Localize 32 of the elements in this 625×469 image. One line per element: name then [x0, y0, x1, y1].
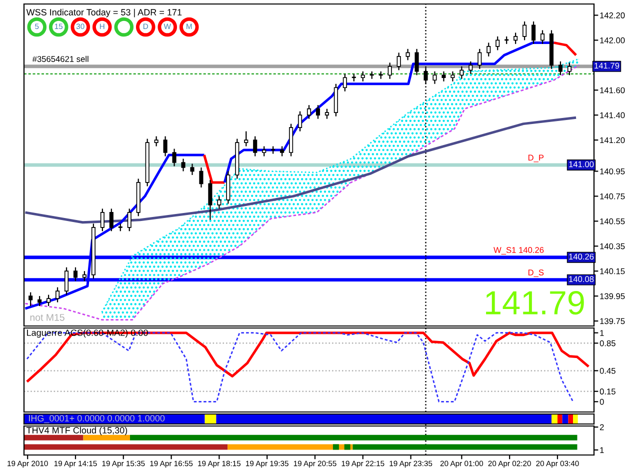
y-tick-label: 0.85	[600, 340, 616, 346]
annotation: 141.79	[486, 290, 584, 315]
y-tick-label: 0	[600, 398, 604, 405]
y-tick-label: 1	[600, 447, 604, 453]
annotation: 141.79	[594, 62, 620, 69]
y-tick-label: 140.95	[600, 168, 625, 174]
y-tick-label: 0.45	[600, 368, 616, 374]
y-tick-label: 0.15	[600, 388, 616, 394]
y-tick-label: 1	[600, 330, 604, 336]
annotation: 140.08	[569, 276, 594, 282]
text: THV4 MTF Cloud (15,30)	[26, 426, 128, 436]
y-tick-label: 140.15	[600, 268, 625, 274]
y-tick-label: 140.55	[600, 218, 625, 224]
text: WSS Indicator Today = 53 | ADR = 171	[26, 8, 182, 18]
y-tick-label: 2	[600, 424, 604, 430]
y-tick-label: 141.40	[600, 112, 625, 118]
ref-line-label: W_S1 140.26	[494, 247, 544, 255]
ref-line-label: D_S	[528, 269, 544, 277]
ref-line-label: #35654621 sell	[32, 56, 88, 62]
y-tick-label: 140.75	[600, 193, 625, 200]
y-tick-label: 139.95	[600, 293, 625, 300]
y-tick-label: 142.00	[600, 37, 625, 44]
y-tick-label: 141.60	[600, 87, 625, 94]
y-tick-label: 140.35	[600, 243, 625, 250]
annotation: not M15	[30, 314, 64, 321]
annotation: 141.00	[569, 161, 594, 168]
annotation: IHG_0001+ 0.0000 0.0000 1.0000	[29, 415, 165, 424]
y-tick-label: 139.75	[600, 318, 625, 324]
y-tick-label: 141.20	[600, 137, 625, 144]
y-tick-label: 142.20	[600, 12, 625, 18]
annotation: 140.26	[569, 254, 594, 260]
ref-line-label: D_P	[528, 154, 544, 162]
